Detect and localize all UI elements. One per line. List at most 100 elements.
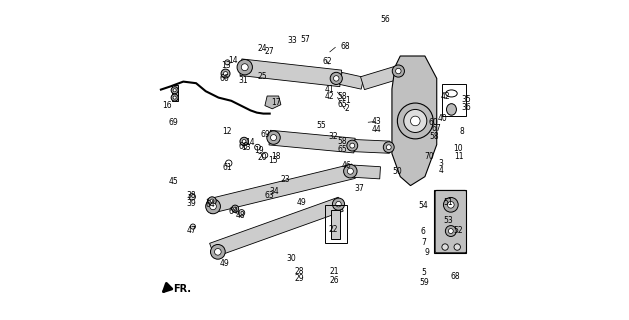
Circle shape: [226, 160, 232, 166]
Circle shape: [267, 131, 281, 144]
Text: 7: 7: [421, 238, 426, 247]
Polygon shape: [172, 85, 177, 101]
Text: 14: 14: [228, 56, 238, 65]
Text: 48: 48: [235, 211, 245, 220]
Text: 9: 9: [425, 248, 430, 257]
Circle shape: [447, 202, 454, 208]
Ellipse shape: [446, 90, 457, 97]
Text: 2: 2: [345, 104, 350, 113]
Polygon shape: [340, 72, 364, 89]
Text: 37: 37: [354, 184, 364, 193]
Text: 58: 58: [338, 137, 347, 146]
Text: 52: 52: [453, 226, 463, 235]
Bar: [331, 210, 340, 239]
Text: 60: 60: [428, 118, 438, 127]
Text: 14: 14: [246, 138, 255, 147]
Text: 51: 51: [443, 198, 453, 207]
Polygon shape: [265, 96, 281, 109]
Text: 69: 69: [261, 130, 270, 139]
Circle shape: [262, 152, 268, 158]
Bar: [435, 190, 466, 253]
Text: 45: 45: [168, 177, 178, 186]
Circle shape: [398, 103, 433, 139]
Text: 54: 54: [418, 201, 428, 210]
Text: 36: 36: [462, 103, 471, 112]
Text: 34: 34: [270, 187, 279, 196]
Circle shape: [242, 64, 248, 71]
Circle shape: [221, 69, 230, 78]
Text: 43: 43: [372, 117, 382, 126]
Text: 13: 13: [221, 61, 231, 70]
Text: 56: 56: [380, 15, 390, 24]
FancyBboxPatch shape: [435, 190, 467, 253]
Text: 22: 22: [328, 225, 338, 234]
Circle shape: [443, 197, 458, 212]
Polygon shape: [360, 65, 404, 90]
Text: 32: 32: [328, 132, 338, 140]
Circle shape: [173, 96, 176, 99]
Text: 5: 5: [421, 268, 426, 277]
Circle shape: [208, 197, 216, 205]
Circle shape: [191, 224, 196, 229]
Polygon shape: [240, 59, 342, 87]
Text: 18: 18: [270, 152, 280, 161]
Text: 70: 70: [424, 152, 434, 161]
Polygon shape: [392, 56, 437, 186]
Text: 12: 12: [222, 127, 231, 136]
Text: 58: 58: [430, 132, 439, 141]
Bar: [325, 205, 347, 243]
Circle shape: [343, 164, 357, 178]
Circle shape: [442, 244, 448, 250]
Text: 3: 3: [438, 159, 443, 168]
Text: 49: 49: [220, 260, 230, 268]
Circle shape: [454, 244, 460, 250]
Circle shape: [332, 198, 345, 210]
Bar: [442, 84, 465, 116]
Circle shape: [448, 228, 454, 234]
Circle shape: [386, 145, 391, 150]
Text: 42: 42: [325, 92, 335, 101]
Circle shape: [171, 94, 178, 101]
Text: 67: 67: [432, 124, 442, 132]
Circle shape: [270, 135, 277, 140]
Text: 8: 8: [459, 127, 464, 136]
Text: 49: 49: [296, 198, 306, 207]
Text: 61: 61: [223, 163, 232, 172]
Polygon shape: [209, 197, 343, 257]
Text: 33: 33: [287, 36, 297, 45]
Text: 15: 15: [268, 156, 278, 164]
Text: 13: 13: [241, 143, 250, 152]
Circle shape: [238, 210, 245, 216]
Circle shape: [240, 137, 248, 146]
Circle shape: [411, 116, 420, 126]
Text: 50: 50: [393, 167, 403, 176]
Text: 39: 39: [186, 199, 196, 208]
Circle shape: [396, 68, 401, 74]
Text: 63: 63: [264, 191, 274, 200]
Text: 55: 55: [316, 121, 326, 130]
Text: 17: 17: [271, 98, 281, 107]
Text: FR.: FR.: [173, 284, 191, 294]
Circle shape: [350, 143, 355, 148]
Text: 58: 58: [338, 92, 347, 101]
Polygon shape: [207, 164, 355, 213]
Polygon shape: [354, 140, 390, 153]
Circle shape: [347, 140, 358, 151]
Circle shape: [392, 65, 404, 77]
Circle shape: [404, 109, 427, 132]
Text: 46: 46: [342, 161, 352, 170]
Circle shape: [231, 205, 238, 212]
Text: 24: 24: [258, 44, 267, 52]
Circle shape: [237, 60, 252, 75]
Circle shape: [211, 244, 225, 259]
Text: 42: 42: [440, 92, 450, 100]
Circle shape: [336, 201, 342, 207]
Text: 28: 28: [294, 267, 304, 276]
Text: 53: 53: [443, 216, 453, 225]
Circle shape: [223, 72, 228, 76]
Text: 35: 35: [462, 95, 471, 104]
Circle shape: [233, 207, 237, 210]
Text: 30: 30: [287, 254, 296, 263]
Circle shape: [255, 144, 260, 150]
Circle shape: [330, 72, 342, 84]
